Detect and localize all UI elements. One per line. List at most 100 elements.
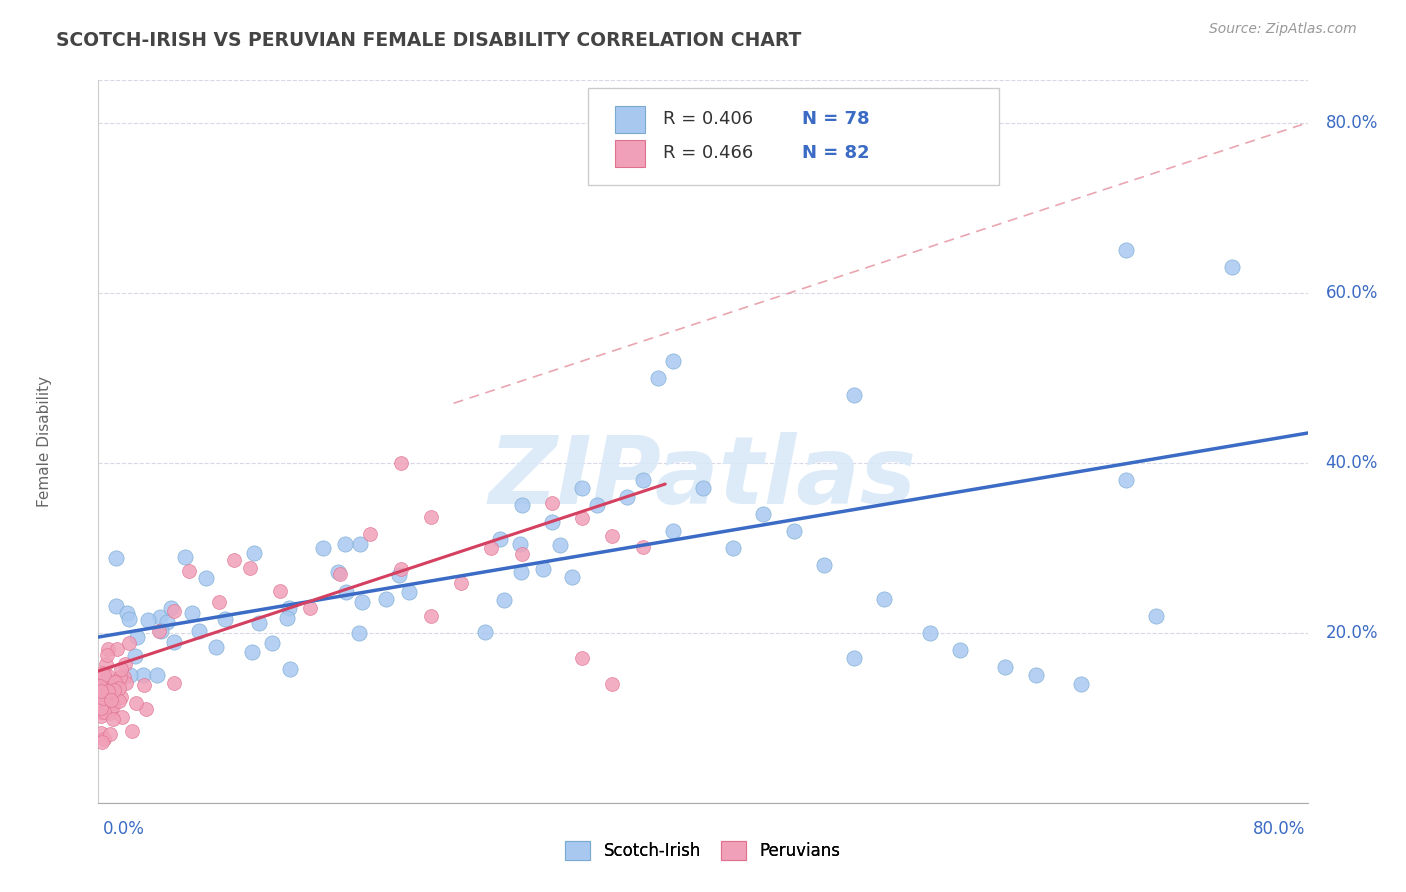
Point <box>160 600 183 615</box>
Point <box>97 675 120 690</box>
Point <box>108 694 131 708</box>
Point <box>813 558 835 572</box>
Point <box>100 700 122 714</box>
Text: R = 0.466: R = 0.466 <box>664 145 754 162</box>
Point <box>602 529 624 543</box>
Point <box>97 669 120 683</box>
Point <box>181 606 204 620</box>
Point <box>104 674 127 689</box>
Point <box>89 705 111 719</box>
Text: SCOTCH-IRISH VS PERUVIAN FEMALE DISABILITY CORRELATION CHART: SCOTCH-IRISH VS PERUVIAN FEMALE DISABILI… <box>56 31 801 50</box>
Point <box>89 673 111 688</box>
Point <box>276 611 298 625</box>
Point <box>90 683 112 698</box>
Point <box>571 651 593 665</box>
Point <box>312 541 335 556</box>
Point <box>631 541 654 555</box>
Point <box>510 547 533 561</box>
Text: N = 82: N = 82 <box>803 145 870 162</box>
Point <box>94 695 117 709</box>
Point <box>474 625 496 640</box>
Text: 80.0%: 80.0% <box>1253 820 1305 838</box>
Point <box>262 636 284 650</box>
Text: ZIPatlas: ZIPatlas <box>489 432 917 524</box>
Point <box>108 670 131 684</box>
Point <box>96 692 118 706</box>
Point <box>299 600 322 615</box>
Point <box>90 672 112 686</box>
Point <box>723 541 745 555</box>
Point <box>100 690 122 705</box>
Point <box>93 731 115 746</box>
Point <box>329 567 352 582</box>
Point <box>125 696 148 710</box>
Point <box>347 626 370 640</box>
Point <box>187 624 209 638</box>
Point <box>179 564 201 578</box>
Point <box>195 571 218 585</box>
Point <box>98 726 121 740</box>
Point <box>118 612 141 626</box>
Point <box>326 565 349 579</box>
Point <box>481 541 503 556</box>
Point <box>349 537 371 551</box>
Point <box>90 701 112 715</box>
Point <box>360 527 382 541</box>
Point <box>509 536 531 550</box>
Point <box>96 657 118 671</box>
Point <box>1144 608 1167 623</box>
Point <box>616 490 638 504</box>
Point <box>280 663 302 677</box>
Point <box>783 524 806 538</box>
Point <box>104 599 127 613</box>
Point <box>89 679 111 693</box>
Point <box>136 613 159 627</box>
Point <box>90 670 112 684</box>
Text: Source: ZipAtlas.com: Source: ZipAtlas.com <box>1209 22 1357 37</box>
Text: 40.0%: 40.0% <box>1326 454 1378 472</box>
Point <box>661 524 683 538</box>
Point <box>98 706 121 720</box>
Point <box>90 673 112 688</box>
Point <box>90 709 112 723</box>
Point <box>994 660 1017 674</box>
Point <box>247 615 270 630</box>
Point <box>132 678 155 692</box>
Point <box>1115 244 1137 258</box>
Point <box>602 677 624 691</box>
Point <box>844 388 866 402</box>
Point <box>752 507 775 521</box>
Point <box>101 712 124 726</box>
Point <box>101 699 124 714</box>
Point <box>89 675 111 690</box>
Point <box>398 585 420 599</box>
Point <box>127 630 149 644</box>
Point <box>96 696 118 710</box>
Point <box>97 642 120 657</box>
Point <box>93 705 115 719</box>
Point <box>420 510 443 524</box>
Point <box>89 693 111 707</box>
Point <box>510 566 533 580</box>
Point <box>91 697 114 711</box>
Point <box>105 641 128 656</box>
Point <box>571 481 593 495</box>
Text: R = 0.406: R = 0.406 <box>664 111 754 128</box>
Point <box>420 608 443 623</box>
Point <box>1024 668 1046 682</box>
Point <box>918 625 941 640</box>
Point <box>374 591 396 606</box>
Point <box>118 636 141 650</box>
Point <box>510 498 533 512</box>
Point <box>333 537 356 551</box>
Point <box>224 552 246 566</box>
Point <box>1115 473 1137 487</box>
Point <box>89 692 111 706</box>
Point <box>489 532 512 546</box>
Point <box>93 692 115 706</box>
Point <box>156 615 179 629</box>
Point <box>145 668 167 682</box>
Point <box>844 651 866 665</box>
Point <box>132 668 155 682</box>
Point <box>661 353 683 368</box>
